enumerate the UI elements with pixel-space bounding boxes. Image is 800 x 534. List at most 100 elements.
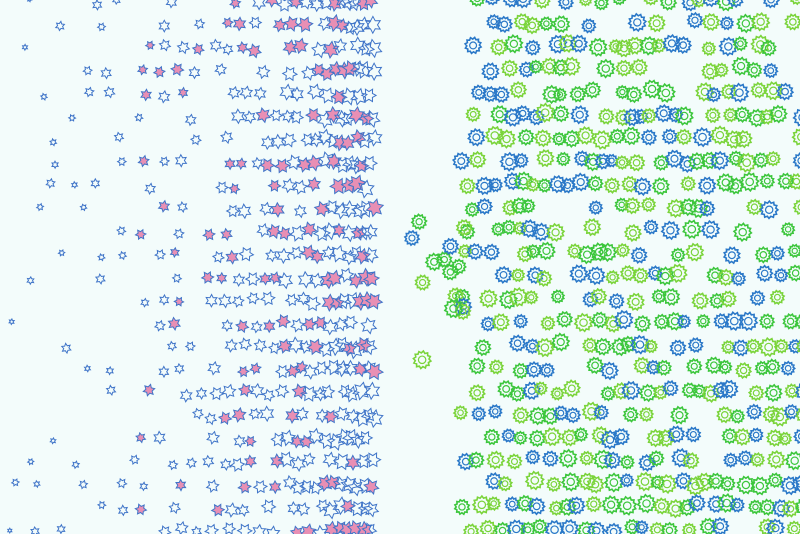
star-icon <box>236 40 249 55</box>
star-icon <box>268 271 283 285</box>
gear-icon <box>510 267 526 283</box>
star-icon <box>307 427 324 445</box>
gear-icon <box>558 497 577 517</box>
gear-icon <box>765 518 786 534</box>
gear-icon <box>502 0 521 8</box>
gear-icon <box>588 200 604 216</box>
gear-icon <box>410 213 428 231</box>
star-icon <box>243 454 258 469</box>
gear-icon <box>747 384 765 402</box>
gear-icon <box>745 338 762 354</box>
gear-icon <box>553 405 569 421</box>
gear-icon <box>731 56 751 76</box>
gear-icon <box>732 35 749 52</box>
star-icon <box>139 481 149 492</box>
star-icon <box>202 454 215 468</box>
star-icon <box>322 40 340 59</box>
star-icon <box>325 105 342 124</box>
star-icon <box>289 525 304 534</box>
star-icon <box>105 365 115 376</box>
gear-icon <box>412 349 433 370</box>
gear-icon <box>619 472 635 488</box>
star-icon <box>354 60 374 79</box>
gear-icon <box>465 106 482 123</box>
gear-icon <box>747 499 764 515</box>
gear-icon <box>545 222 566 243</box>
gear-icon <box>560 471 581 492</box>
gear-icon <box>662 287 681 307</box>
star-icon <box>35 202 45 212</box>
star-icon <box>334 359 351 378</box>
star-icon <box>322 451 339 468</box>
star-icon <box>275 314 292 329</box>
gear-icon <box>587 175 604 192</box>
gear-icon <box>501 219 517 236</box>
star-icon <box>140 88 153 102</box>
gear-icon <box>640 129 658 146</box>
star-icon <box>158 156 171 167</box>
star-icon <box>26 275 35 286</box>
gear-icon <box>729 82 750 103</box>
star-icon <box>353 158 370 173</box>
gear-icon <box>467 127 486 147</box>
star-icon <box>211 250 226 264</box>
star-icon <box>8 317 16 326</box>
gear-icon <box>622 406 639 423</box>
star-icon <box>313 200 331 218</box>
gear-icon <box>541 450 559 468</box>
gear-icon <box>732 339 750 357</box>
gear-icon <box>573 426 589 443</box>
star-icon <box>249 382 265 399</box>
gear-icon <box>655 359 673 376</box>
gear-icon <box>593 0 610 11</box>
star-icon <box>167 459 179 471</box>
star-icon <box>364 38 383 59</box>
gear-icon <box>659 0 678 11</box>
gear-icon <box>765 428 784 448</box>
gear-icon <box>763 81 784 101</box>
gear-icon <box>577 244 597 265</box>
gear-icon <box>699 517 718 534</box>
gear-icon <box>764 383 783 403</box>
star-icon <box>67 113 77 122</box>
gear-icon <box>704 107 721 124</box>
gear-icon <box>624 518 641 534</box>
gear-icon <box>686 11 704 29</box>
gear-icon <box>737 449 754 467</box>
gear-icon <box>694 472 715 492</box>
gear-icon <box>702 0 720 8</box>
gear-icon <box>730 408 746 424</box>
gear-icon <box>769 406 790 427</box>
star-icon <box>45 177 56 189</box>
star-icon <box>365 62 383 82</box>
star-icon <box>282 474 297 490</box>
gear-icon <box>720 339 736 355</box>
star-icon <box>235 319 250 334</box>
star-icon <box>26 0 33 3</box>
gear-icon <box>536 148 555 168</box>
star-icon <box>342 315 359 330</box>
star-icon <box>204 523 220 534</box>
star-icon <box>177 86 189 99</box>
star-icon <box>134 228 147 241</box>
star-icon <box>365 408 384 429</box>
star-icon <box>346 0 363 12</box>
star-icon <box>287 336 304 354</box>
star-icon <box>113 131 125 143</box>
star-icon <box>117 504 129 517</box>
gear-icon <box>623 223 643 243</box>
gear-icon <box>734 361 753 380</box>
star-icon <box>153 319 167 332</box>
gear-icon <box>579 450 595 466</box>
gear-icon <box>713 62 729 78</box>
gear-icon <box>595 58 616 79</box>
star-icon <box>327 337 345 357</box>
star-icon <box>266 525 281 534</box>
star-icon <box>317 151 337 170</box>
star-icon <box>312 225 332 242</box>
gear-icon <box>687 152 707 171</box>
star-icon <box>270 133 286 150</box>
gear-icon <box>713 312 730 330</box>
gear-icon <box>617 495 638 516</box>
gear-icon <box>475 197 494 216</box>
